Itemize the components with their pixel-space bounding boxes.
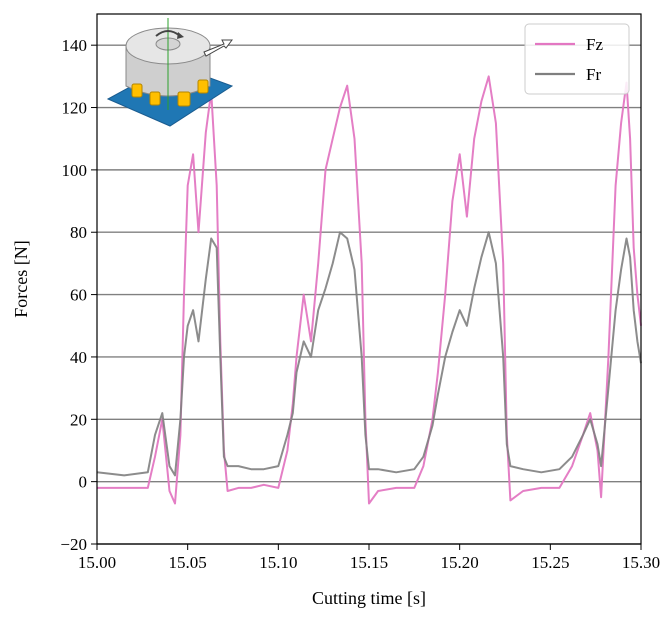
y-tick-label-4: 60 [70,286,87,305]
series-lines [96,75,642,505]
x-tick-label-3: 15.15 [350,553,388,572]
x-tick-label-5: 15.25 [531,553,569,572]
x-tick-label-0: 15.00 [78,553,116,572]
y-tick-label-3: 40 [70,348,87,367]
x-tick-label-2: 15.10 [259,553,297,572]
y-tick-label-8: 140 [62,36,88,55]
legend: Fz Fr [524,23,630,95]
x-tick-label-1: 15.05 [169,553,207,572]
feed-direction-arrow-icon [203,39,233,57]
y-tick-label-7: 120 [62,99,88,118]
grid-lines [97,44,641,545]
y-tick-label-0: −20 [60,535,87,554]
legend-box [524,23,630,95]
legend-label-fz: Fz [586,35,603,54]
x-axis-label: Cutting time [s] [312,588,426,608]
insert-2 [149,91,161,106]
y-tick-label-5: 80 [70,223,87,242]
insert-1 [131,83,143,98]
y-tick-label-6: 100 [62,161,88,180]
axis-ticks: −20 0 20 40 60 80 100 120 140 15.00 15.05 15.10 15.1… [60,36,660,572]
insert-4 [197,79,209,94]
series-line-fr [96,231,642,477]
insert-3 [177,91,191,107]
y-tick-label-2: 20 [70,410,87,429]
x-tick-label-6: 15.30 [622,553,660,572]
milling-cutter-illustration [106,18,234,127]
legend-label-fr: Fr [586,65,601,84]
x-tick-label-4: 15.20 [441,553,479,572]
rotation-arrow-head-icon [177,32,184,39]
y-axis-label: Forces [N] [11,240,31,317]
y-tick-label-1: 0 [79,473,88,492]
